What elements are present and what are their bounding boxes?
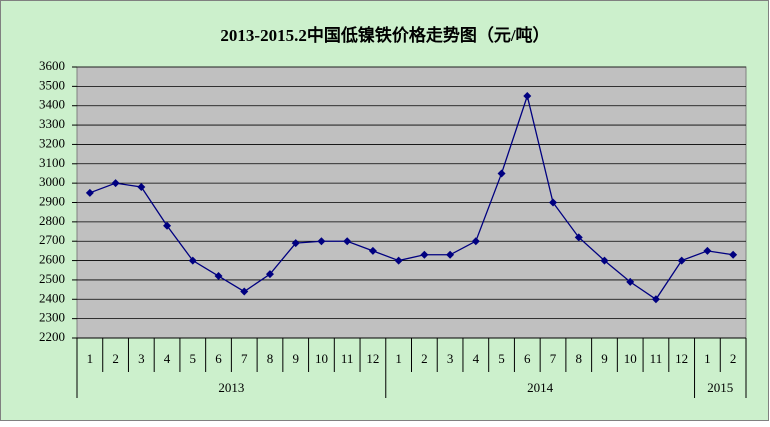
y-tick-label: 3300 — [39, 116, 65, 131]
x-tick-label: 1 — [395, 351, 402, 366]
x-tick-label: 9 — [601, 351, 608, 366]
marker — [471, 237, 480, 246]
y-tick-label: 3100 — [39, 155, 65, 170]
x-tick-label: 8 — [576, 351, 583, 366]
x-tick-label: 1 — [87, 351, 94, 366]
x-tick-label: 5 — [190, 351, 197, 366]
group-label: 2015 — [707, 380, 733, 395]
x-tick-label: 10 — [624, 351, 637, 366]
marker — [137, 183, 146, 192]
y-tick-label: 2300 — [39, 310, 65, 325]
x-tick-label: 6 — [215, 351, 222, 366]
y-tick-label: 3200 — [39, 135, 65, 150]
x-tick-label: 2 — [112, 351, 119, 366]
y-tick-label: 2200 — [39, 329, 65, 344]
marker — [446, 250, 455, 259]
x-tick-label: 9 — [292, 351, 299, 366]
marker — [368, 246, 377, 255]
marker — [163, 221, 172, 230]
marker — [574, 233, 583, 242]
group-label: 2014 — [527, 380, 554, 395]
x-tick-label: 4 — [164, 351, 171, 366]
y-tick-label: 3000 — [39, 174, 65, 189]
x-tick-label: 12 — [675, 351, 688, 366]
marker — [265, 270, 274, 279]
x-tick-label: 7 — [550, 351, 557, 366]
y-tick-label: 3600 — [39, 58, 65, 73]
x-tick-label: 11 — [650, 351, 663, 366]
marker — [291, 239, 300, 248]
y-tick-label: 3500 — [39, 77, 65, 92]
marker — [549, 198, 558, 207]
marker — [188, 256, 197, 265]
x-tick-label: 2 — [421, 351, 428, 366]
marker — [703, 246, 712, 255]
x-tick-label: 1 — [704, 351, 711, 366]
marker — [240, 287, 249, 296]
x-tick-label: 12 — [366, 351, 379, 366]
x-tick-label: 5 — [498, 351, 505, 366]
y-tick-label: 2800 — [39, 213, 65, 228]
marker — [394, 256, 403, 265]
marker — [600, 256, 609, 265]
y-tick-label: 2600 — [39, 252, 65, 267]
marker — [111, 179, 120, 188]
marker — [626, 277, 635, 286]
group-label: 2013 — [218, 380, 244, 395]
chart-title: 2013-2015.2中国低镍铁价格走势图（元/吨） — [220, 25, 549, 45]
x-tick-label: 4 — [473, 351, 480, 366]
marker — [651, 295, 660, 304]
marker — [214, 272, 223, 281]
x-tick-label: 7 — [241, 351, 248, 366]
marker — [497, 169, 506, 178]
marker — [343, 237, 352, 246]
x-tick-label: 3 — [447, 351, 454, 366]
marker — [729, 250, 738, 259]
x-tick-label: 6 — [524, 351, 531, 366]
x-tick-label: 10 — [315, 351, 328, 366]
marker — [317, 237, 326, 246]
marker — [677, 256, 686, 265]
y-tick-label: 2400 — [39, 290, 65, 305]
marker — [523, 92, 532, 101]
x-tick-label: 11 — [341, 351, 354, 366]
line — [89, 93, 734, 301]
y-tick-label: 2500 — [39, 271, 65, 286]
x-tick-label: 2 — [730, 351, 737, 366]
marker — [85, 188, 94, 197]
y-tick-label: 2900 — [39, 193, 65, 208]
x-tick-label: 8 — [267, 351, 274, 366]
marker — [420, 250, 429, 259]
y-tick-label: 2700 — [39, 232, 65, 247]
y-tick-label: 3400 — [39, 97, 65, 112]
x-tick-label: 3 — [138, 351, 145, 366]
